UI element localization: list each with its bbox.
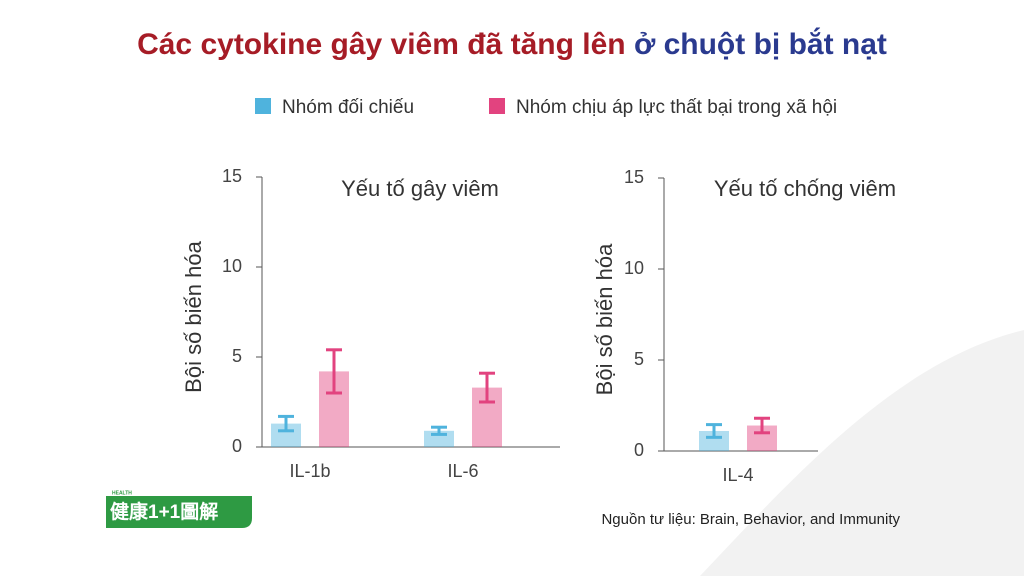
x-tick-label: IL-6 (447, 461, 478, 481)
error-bar (754, 416, 770, 435)
y-tick-label: 0 (232, 436, 242, 456)
error-bar (706, 423, 722, 439)
legend-label: Nhóm đối chiếu (282, 97, 414, 118)
background-shape (700, 330, 1024, 576)
y-tick-label: 5 (232, 346, 242, 366)
title-part: ở chuột bị bắt nạt (634, 27, 887, 61)
y-tick-label: 10 (624, 258, 644, 278)
legend-swatch (489, 98, 505, 114)
y-tick-label: 0 (634, 440, 644, 460)
error-bar (479, 371, 495, 404)
source: Nguồn tư liệu: Brain, Behavior, and Immu… (601, 511, 900, 528)
y-tick-label: 5 (634, 349, 644, 369)
y-tick-label: 15 (624, 167, 644, 187)
chart-title: Yếu tố gây viêm (341, 176, 499, 201)
y-tick-label: 15 (222, 166, 242, 186)
error-bar (326, 348, 342, 395)
x-tick-label: IL-1b (289, 461, 330, 481)
logo-text: 健康1+1圖解 (110, 500, 218, 523)
y-axis-label: Bội số biến hóa (592, 243, 617, 395)
chart-title: Yếu tố chống viêm (714, 176, 896, 201)
y-axis-label: Bội số biến hóa (181, 240, 206, 392)
y-tick-label: 10 (222, 256, 242, 276)
error-bar (278, 414, 294, 433)
page-title: Các cytokine gây viêm đã tăng lên ở chuộ… (137, 27, 887, 61)
legend-label: Nhóm chịu áp lực thất bại trong xã hội (516, 97, 837, 118)
logo-box (106, 496, 252, 528)
error-bar (431, 425, 447, 436)
logo-small: HEALTH (112, 490, 132, 496)
legend-swatch (255, 98, 271, 114)
logo: HEALTH 健康1+1圖解 (106, 490, 252, 528)
x-tick-label: IL-4 (722, 465, 753, 485)
title-part: Các cytokine gây viêm đã tăng lên (137, 28, 626, 61)
